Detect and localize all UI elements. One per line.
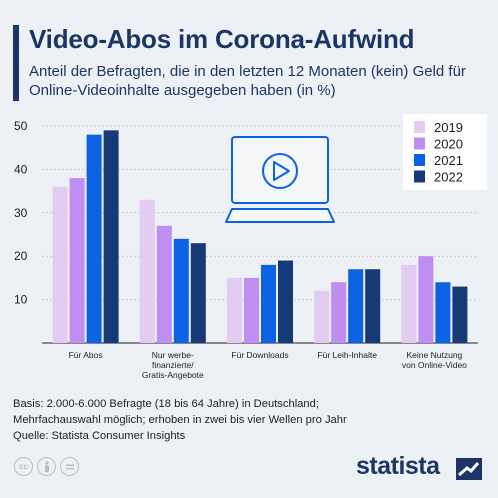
license-icons: cc (14, 457, 79, 476)
category-label: Gratis-Angebote (142, 370, 204, 380)
bar-2020-2 (244, 277, 259, 343)
attribution-icon[interactable] (37, 457, 56, 476)
legend-swatch-2022 (414, 170, 425, 183)
category-label: Für Downloads (231, 350, 288, 360)
bar-2021-2 (261, 264, 276, 343)
legend-label-2020: 2020 (434, 137, 463, 152)
bar-2019-3 (314, 290, 330, 343)
bar-2022-1 (190, 243, 206, 343)
legend-label-2022: 2022 (434, 170, 463, 185)
bar-2022-2 (278, 260, 293, 343)
y-tick-label: 50 (14, 119, 28, 133)
bar-2021-3 (348, 269, 364, 343)
bar-2020-3 (331, 282, 347, 343)
statista-brand[interactable]: statista (356, 452, 440, 480)
bar-2020-4 (418, 256, 434, 343)
footer-source-line: Quelle: Statista Consumer Insights (13, 430, 186, 442)
footer-method-line: Mehrfachauswahl möglich; erhoben in zwei… (13, 414, 347, 426)
y-tick-label: 40 (14, 162, 28, 176)
y-tick-label: 20 (14, 249, 28, 263)
legend-swatch-2020 (414, 137, 425, 150)
category-label: Nur werbe- (152, 350, 194, 360)
bar-2020-1 (156, 225, 172, 343)
bar-2022-0 (103, 130, 119, 343)
bar-2019-0 (52, 186, 68, 343)
legend-label-2019: 2019 (434, 120, 463, 135)
no-derivatives-icon[interactable] (60, 457, 79, 476)
category-label: finanzierte/ (152, 360, 194, 370)
y-axis-ticks: 10 20 30 40 50 (14, 119, 28, 307)
bar-2019-2 (227, 277, 242, 343)
bar-2019-4 (401, 264, 417, 343)
footer-basis-line: Basis: 2.000-6.000 Befragte (18 bis 64 J… (13, 398, 319, 410)
legend-label-2021: 2021 (434, 153, 463, 168)
bar-2019-1 (139, 199, 155, 343)
creative-commons-icon[interactable]: cc (14, 457, 33, 476)
title-accent-bar (13, 25, 19, 101)
y-tick-label: 30 (14, 206, 28, 220)
bar-2021-4 (435, 282, 451, 343)
category-label: Keine Nutzung (407, 350, 463, 360)
category-label: Für Abos (69, 350, 103, 360)
category-label: von Online-Video (402, 360, 467, 370)
category-label: Für Leih-Inhalte (317, 350, 377, 360)
legend-swatch-2019 (414, 121, 425, 133)
chart-title: Video-Abos im Corona-Aufwind (29, 24, 415, 54)
bar-2021-0 (86, 134, 102, 343)
category-labels: Für Abos Nur werbe-finanzierte/Gratis-Ang… (69, 350, 468, 380)
laptop-play-icon (225, 136, 335, 223)
statista-logo-icon[interactable] (456, 458, 482, 480)
bar-2021-1 (173, 238, 189, 343)
bar-2022-3 (365, 269, 381, 343)
y-tick-label: 10 (14, 293, 28, 307)
bars (52, 130, 468, 343)
footer-note: Basis: 2.000-6.000 Befragte (18 bis 64 J… (13, 396, 483, 444)
chart-subtitle: Anteil der Befragten, die in den letzten… (29, 63, 466, 99)
bar-2022-4 (452, 286, 468, 343)
legend-swatch-2021 (414, 154, 425, 166)
bar-2020-0 (69, 178, 85, 343)
